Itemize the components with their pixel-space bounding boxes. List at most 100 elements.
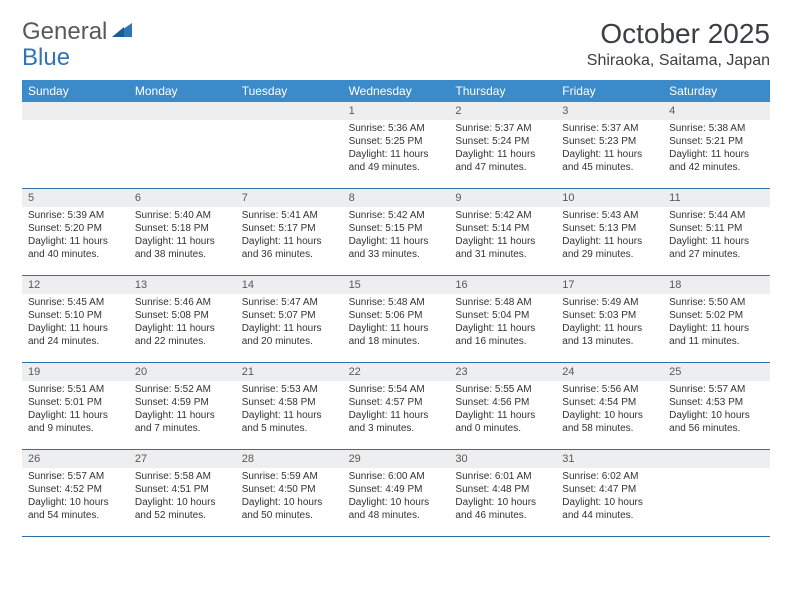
sunset-text: Sunset: 4:54 PM bbox=[562, 396, 657, 409]
sunrise-text: Sunrise: 6:01 AM bbox=[455, 470, 550, 483]
sunrise-text: Sunrise: 5:42 AM bbox=[455, 209, 550, 222]
cell-body bbox=[129, 120, 236, 180]
cell-body: Sunrise: 5:47 AMSunset: 5:07 PMDaylight:… bbox=[236, 294, 343, 352]
cell-body: Sunrise: 5:49 AMSunset: 5:03 PMDaylight:… bbox=[556, 294, 663, 352]
day-number bbox=[129, 102, 236, 120]
day-number: 7 bbox=[236, 189, 343, 207]
calendar-cell: 18Sunrise: 5:50 AMSunset: 5:02 PMDayligh… bbox=[663, 276, 770, 362]
sunrise-text: Sunrise: 5:48 AM bbox=[349, 296, 444, 309]
sunset-text: Sunset: 5:18 PM bbox=[135, 222, 230, 235]
cell-body: Sunrise: 5:52 AMSunset: 4:59 PMDaylight:… bbox=[129, 381, 236, 439]
daylight-text: Daylight: 11 hours and 45 minutes. bbox=[562, 148, 657, 174]
sunrise-text: Sunrise: 6:02 AM bbox=[562, 470, 657, 483]
sunrise-text: Sunrise: 5:40 AM bbox=[135, 209, 230, 222]
daylight-text: Daylight: 11 hours and 31 minutes. bbox=[455, 235, 550, 261]
sunset-text: Sunset: 4:52 PM bbox=[28, 483, 123, 496]
day-number: 9 bbox=[449, 189, 556, 207]
cell-body: Sunrise: 5:46 AMSunset: 5:08 PMDaylight:… bbox=[129, 294, 236, 352]
cell-body: Sunrise: 5:41 AMSunset: 5:17 PMDaylight:… bbox=[236, 207, 343, 265]
calendar-cell: 4Sunrise: 5:38 AMSunset: 5:21 PMDaylight… bbox=[663, 102, 770, 188]
calendar-cell: 20Sunrise: 5:52 AMSunset: 4:59 PMDayligh… bbox=[129, 363, 236, 449]
sunrise-text: Sunrise: 5:48 AM bbox=[455, 296, 550, 309]
cell-body: Sunrise: 5:37 AMSunset: 5:24 PMDaylight:… bbox=[449, 120, 556, 178]
calendar-cell: 5Sunrise: 5:39 AMSunset: 5:20 PMDaylight… bbox=[22, 189, 129, 275]
cell-body: Sunrise: 5:36 AMSunset: 5:25 PMDaylight:… bbox=[343, 120, 450, 178]
day-number bbox=[236, 102, 343, 120]
sunrise-text: Sunrise: 5:42 AM bbox=[349, 209, 444, 222]
sunrise-text: Sunrise: 5:41 AM bbox=[242, 209, 337, 222]
calendar-cell: 11Sunrise: 5:44 AMSunset: 5:11 PMDayligh… bbox=[663, 189, 770, 275]
day-number: 17 bbox=[556, 276, 663, 294]
daylight-text: Daylight: 11 hours and 11 minutes. bbox=[669, 322, 764, 348]
day-number: 4 bbox=[663, 102, 770, 120]
daylight-text: Daylight: 11 hours and 9 minutes. bbox=[28, 409, 123, 435]
day-number: 22 bbox=[343, 363, 450, 381]
sunrise-text: Sunrise: 5:58 AM bbox=[135, 470, 230, 483]
daylight-text: Daylight: 11 hours and 33 minutes. bbox=[349, 235, 444, 261]
cell-body: Sunrise: 6:01 AMSunset: 4:48 PMDaylight:… bbox=[449, 468, 556, 526]
day-header-row: Sunday Monday Tuesday Wednesday Thursday… bbox=[22, 80, 770, 102]
cell-body: Sunrise: 5:53 AMSunset: 4:58 PMDaylight:… bbox=[236, 381, 343, 439]
daylight-text: Daylight: 10 hours and 52 minutes. bbox=[135, 496, 230, 522]
cell-body: Sunrise: 5:54 AMSunset: 4:57 PMDaylight:… bbox=[343, 381, 450, 439]
day-header-thursday: Thursday bbox=[449, 80, 556, 102]
calendar-cell: 23Sunrise: 5:55 AMSunset: 4:56 PMDayligh… bbox=[449, 363, 556, 449]
calendar-cell bbox=[236, 102, 343, 188]
sunset-text: Sunset: 4:51 PM bbox=[135, 483, 230, 496]
daylight-text: Daylight: 10 hours and 50 minutes. bbox=[242, 496, 337, 522]
cell-body: Sunrise: 5:43 AMSunset: 5:13 PMDaylight:… bbox=[556, 207, 663, 265]
day-number: 8 bbox=[343, 189, 450, 207]
sunset-text: Sunset: 5:07 PM bbox=[242, 309, 337, 322]
page: General October 2025 Shiraoka, Saitama, … bbox=[0, 0, 792, 555]
day-number: 19 bbox=[22, 363, 129, 381]
day-header-sunday: Sunday bbox=[22, 80, 129, 102]
sunset-text: Sunset: 5:17 PM bbox=[242, 222, 337, 235]
calendar: Sunday Monday Tuesday Wednesday Thursday… bbox=[22, 80, 770, 537]
calendar-cell bbox=[129, 102, 236, 188]
sunrise-text: Sunrise: 5:51 AM bbox=[28, 383, 123, 396]
calendar-cell: 30Sunrise: 6:01 AMSunset: 4:48 PMDayligh… bbox=[449, 450, 556, 536]
calendar-cell: 6Sunrise: 5:40 AMSunset: 5:18 PMDaylight… bbox=[129, 189, 236, 275]
cell-body: Sunrise: 5:48 AMSunset: 5:04 PMDaylight:… bbox=[449, 294, 556, 352]
calendar-cell: 17Sunrise: 5:49 AMSunset: 5:03 PMDayligh… bbox=[556, 276, 663, 362]
sunrise-text: Sunrise: 5:55 AM bbox=[455, 383, 550, 396]
day-number: 18 bbox=[663, 276, 770, 294]
daylight-text: Daylight: 10 hours and 44 minutes. bbox=[562, 496, 657, 522]
sunset-text: Sunset: 4:48 PM bbox=[455, 483, 550, 496]
cell-body: Sunrise: 5:45 AMSunset: 5:10 PMDaylight:… bbox=[22, 294, 129, 352]
sunset-text: Sunset: 4:53 PM bbox=[669, 396, 764, 409]
calendar-cell: 29Sunrise: 6:00 AMSunset: 4:49 PMDayligh… bbox=[343, 450, 450, 536]
day-number bbox=[22, 102, 129, 120]
calendar-cell: 2Sunrise: 5:37 AMSunset: 5:24 PMDaylight… bbox=[449, 102, 556, 188]
sunset-text: Sunset: 5:20 PM bbox=[28, 222, 123, 235]
sunset-text: Sunset: 5:04 PM bbox=[455, 309, 550, 322]
daylight-text: Daylight: 11 hours and 3 minutes. bbox=[349, 409, 444, 435]
sunset-text: Sunset: 5:24 PM bbox=[455, 135, 550, 148]
day-number: 16 bbox=[449, 276, 556, 294]
day-number: 11 bbox=[663, 189, 770, 207]
month-title: October 2025 bbox=[587, 18, 770, 50]
header: General October 2025 Shiraoka, Saitama, … bbox=[22, 18, 770, 70]
cell-body: Sunrise: 5:57 AMSunset: 4:52 PMDaylight:… bbox=[22, 468, 129, 526]
calendar-cell: 24Sunrise: 5:56 AMSunset: 4:54 PMDayligh… bbox=[556, 363, 663, 449]
daylight-text: Daylight: 11 hours and 22 minutes. bbox=[135, 322, 230, 348]
cell-body: Sunrise: 5:37 AMSunset: 5:23 PMDaylight:… bbox=[556, 120, 663, 178]
calendar-cell: 27Sunrise: 5:58 AMSunset: 4:51 PMDayligh… bbox=[129, 450, 236, 536]
sunrise-text: Sunrise: 5:56 AM bbox=[562, 383, 657, 396]
calendar-cell: 8Sunrise: 5:42 AMSunset: 5:15 PMDaylight… bbox=[343, 189, 450, 275]
sunrise-text: Sunrise: 5:57 AM bbox=[669, 383, 764, 396]
cell-body: Sunrise: 5:48 AMSunset: 5:06 PMDaylight:… bbox=[343, 294, 450, 352]
calendar-cell: 14Sunrise: 5:47 AMSunset: 5:07 PMDayligh… bbox=[236, 276, 343, 362]
day-header-monday: Monday bbox=[129, 80, 236, 102]
sunrise-text: Sunrise: 5:59 AM bbox=[242, 470, 337, 483]
sunset-text: Sunset: 4:57 PM bbox=[349, 396, 444, 409]
daylight-text: Daylight: 11 hours and 27 minutes. bbox=[669, 235, 764, 261]
day-number: 2 bbox=[449, 102, 556, 120]
calendar-cell: 21Sunrise: 5:53 AMSunset: 4:58 PMDayligh… bbox=[236, 363, 343, 449]
location: Shiraoka, Saitama, Japan bbox=[587, 52, 770, 70]
sunset-text: Sunset: 4:47 PM bbox=[562, 483, 657, 496]
sunset-text: Sunset: 5:02 PM bbox=[669, 309, 764, 322]
calendar-cell: 22Sunrise: 5:54 AMSunset: 4:57 PMDayligh… bbox=[343, 363, 450, 449]
week-row: 12Sunrise: 5:45 AMSunset: 5:10 PMDayligh… bbox=[22, 276, 770, 363]
day-header-saturday: Saturday bbox=[663, 80, 770, 102]
